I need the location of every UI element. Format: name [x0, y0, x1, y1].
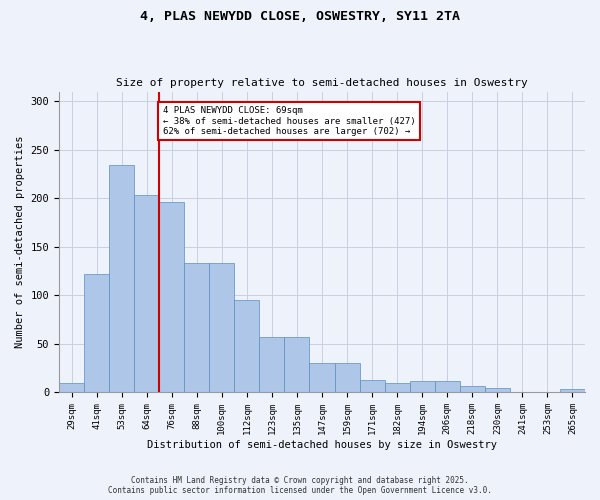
Bar [84, 274, 109, 392]
Bar [284, 337, 310, 392]
Title: Size of property relative to semi-detached houses in Oswestry: Size of property relative to semi-detach… [116, 78, 528, 88]
Bar [410, 381, 435, 392]
Bar [259, 337, 284, 392]
Bar [109, 166, 134, 392]
Bar [485, 388, 510, 392]
Text: Contains HM Land Registry data © Crown copyright and database right 2025.
Contai: Contains HM Land Registry data © Crown c… [108, 476, 492, 495]
Bar [134, 196, 159, 392]
Text: 4, PLAS NEWYDD CLOSE, OSWESTRY, SY11 2TA: 4, PLAS NEWYDD CLOSE, OSWESTRY, SY11 2TA [140, 10, 460, 23]
Bar [310, 364, 335, 392]
X-axis label: Distribution of semi-detached houses by size in Oswestry: Distribution of semi-detached houses by … [147, 440, 497, 450]
Bar [359, 380, 385, 392]
Bar [209, 264, 235, 392]
Bar [59, 383, 84, 392]
Bar [184, 264, 209, 392]
Text: 4 PLAS NEWYDD CLOSE: 69sqm
← 38% of semi-detached houses are smaller (427)
62% o: 4 PLAS NEWYDD CLOSE: 69sqm ← 38% of semi… [163, 106, 416, 136]
Bar [159, 202, 184, 392]
Bar [560, 388, 585, 392]
Y-axis label: Number of semi-detached properties: Number of semi-detached properties [15, 136, 25, 348]
Bar [435, 381, 460, 392]
Bar [460, 386, 485, 392]
Bar [335, 364, 359, 392]
Bar [385, 383, 410, 392]
Bar [235, 300, 259, 392]
